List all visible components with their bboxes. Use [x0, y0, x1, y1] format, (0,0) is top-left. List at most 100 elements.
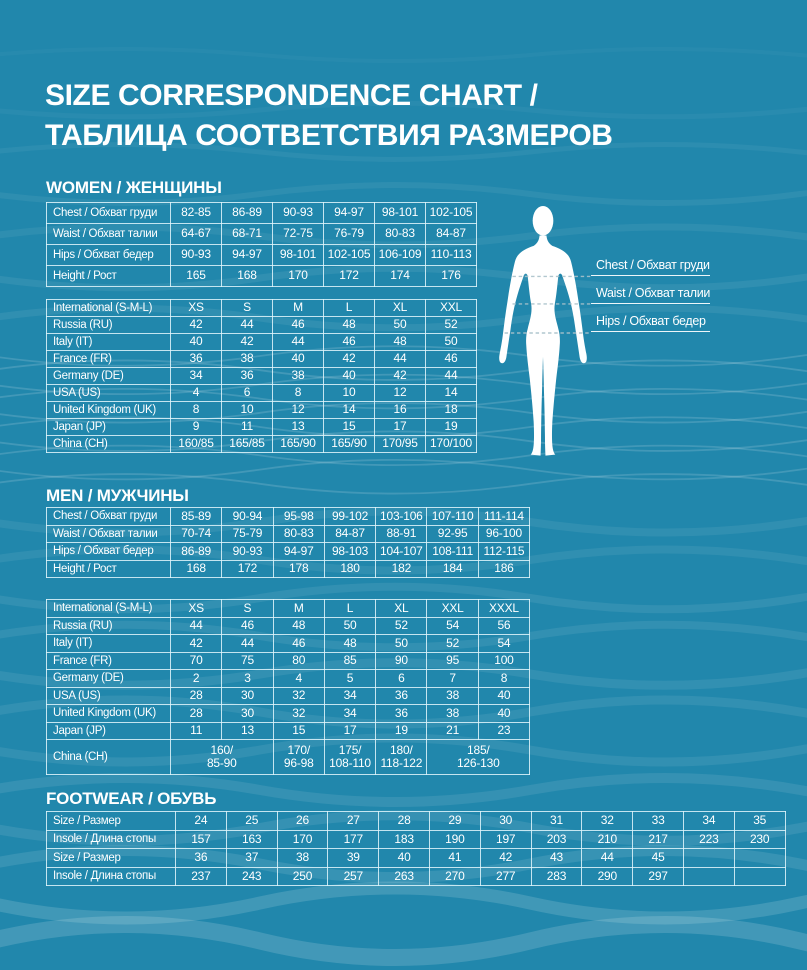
table-row: United Kingdom (UK) 28 30 32 34 36 38 40	[46, 704, 531, 723]
value-cell: XXXL	[477, 599, 531, 618]
value-cell: 34	[323, 686, 377, 705]
value-cell: 44	[169, 616, 223, 635]
value-cell: 96-100	[477, 524, 531, 543]
value-cell: 4	[272, 669, 325, 688]
value-cell: 27	[327, 811, 380, 831]
value-cell: 94-97	[323, 202, 375, 224]
value-cell: 183	[378, 829, 430, 849]
value-cell: 37	[225, 848, 278, 868]
value-cell: 16	[374, 401, 426, 419]
value-cell: 35	[733, 811, 786, 831]
value-cell: 48	[323, 316, 375, 334]
value-cell: 46	[221, 616, 274, 635]
value-cell: 176	[425, 265, 477, 287]
value-cell: 185/ 126-130	[426, 739, 531, 775]
value-cell: 14	[425, 384, 477, 402]
value-cell: 44	[221, 634, 274, 653]
row-label: Germany (DE)	[46, 669, 171, 688]
value-cell: 34	[323, 704, 377, 723]
value-cell: 7	[426, 669, 479, 688]
value-cell: 2	[169, 669, 223, 688]
value-cell: 38	[276, 848, 329, 868]
row-label: United Kingdom (UK)	[46, 704, 171, 723]
women-measurements-table: Chest / Обхват груди 82-85 86-89 90-93 94-97…	[46, 202, 477, 287]
row-label: Japan (JP)	[46, 418, 171, 436]
value-cell: 172	[221, 559, 274, 578]
footwear-table-grid: Size / Размер 24 25 26 27 28 29 30 31 32 33 34 35 Ins…	[46, 811, 786, 886]
value-cell: 170	[272, 265, 324, 287]
value-cell: 203	[530, 829, 583, 849]
value-cell: 21	[426, 721, 479, 740]
value-cell: 80-83	[272, 524, 325, 543]
value-cell: L	[323, 599, 377, 618]
table-row: Italy (IT) 40 42 44 46 48 50	[46, 333, 477, 351]
row-label: United Kingdom (UK)	[46, 401, 171, 419]
table-row: Russia (RU) 44 46 48 50 52 54 56	[46, 616, 531, 635]
value-cell: 75	[221, 651, 274, 670]
page-title-line1: SIZE CORRESPONDENCE CHART /	[45, 79, 538, 112]
row-label: USA (US)	[46, 686, 171, 705]
value-cell: 44	[425, 367, 477, 385]
value-cell: 84-87	[323, 524, 377, 543]
value-cell: 175/ 108-110	[323, 739, 377, 775]
value-cell: 297	[632, 866, 684, 886]
value-cell: 106-109	[374, 244, 426, 266]
value-cell: 54	[426, 616, 479, 635]
value-cell: 46	[425, 350, 477, 368]
value-cell: 52	[425, 316, 477, 334]
value-cell: 36	[375, 704, 428, 723]
value-cell: M	[272, 599, 325, 618]
women-measurements-table-grid: Chest / Обхват груди 82-85 86-89 90-93 94-97…	[46, 202, 477, 287]
value-cell: 40	[378, 848, 430, 868]
wave-line	[0, 458, 807, 481]
value-cell: 38	[272, 367, 324, 385]
table-row: China (CH) 160/85 165/85 165/90 165/90 170/95…	[46, 435, 477, 453]
value-cell: 177	[327, 829, 380, 849]
value-cell: 82-85	[170, 202, 222, 224]
women-sizes-table-grid: International (S-M-L) XS S M L XL XXL Russia (R…	[46, 299, 477, 453]
value-cell: 230	[733, 829, 786, 849]
value-cell: 30	[221, 704, 274, 723]
value-cell: 223	[682, 829, 735, 849]
value-cell: 44	[581, 848, 634, 868]
value-cell: 90	[375, 651, 428, 670]
value-cell: 90-94	[221, 507, 274, 526]
value-cell: 90-93	[221, 542, 274, 561]
row-label: Chest / Обхват груди	[46, 507, 171, 526]
men-sizes-table-grid: International (S-M-L) XS S M L XL XXL XXXL Russi…	[46, 599, 531, 775]
table-row: Germany (DE) 2 3 4 5 6 7 8	[46, 669, 531, 688]
table-row: Japan (JP) 9 11 13 15 17 19	[46, 418, 477, 436]
row-label: Japan (JP)	[46, 721, 171, 740]
value-cell: 34	[682, 811, 735, 831]
value-cell: 170	[276, 829, 329, 849]
value-cell: 6	[221, 384, 273, 402]
value-cell	[682, 848, 735, 868]
value-cell: 64-67	[170, 223, 222, 245]
footwear-section-heading: FOOTWEAR / ОБУВЬ	[46, 789, 217, 808]
value-cell: 28	[169, 686, 223, 705]
value-cell: 48	[374, 333, 426, 351]
value-cell: 40	[323, 367, 375, 385]
value-cell: 85	[323, 651, 377, 670]
value-cell: 5	[323, 669, 377, 688]
page-title: SIZE CORRESPONDENCE CHART / ТАБЛИЦА СООТ…	[45, 76, 613, 156]
value-cell: 80-83	[374, 223, 426, 245]
row-label: Waist / Обхват талии	[46, 223, 171, 245]
value-cell: 33	[632, 811, 684, 831]
value-cell: 30	[479, 811, 532, 831]
value-cell: 8	[272, 384, 324, 402]
value-cell: 54	[477, 634, 531, 653]
figure-head	[532, 205, 554, 236]
value-cell: 40	[272, 350, 324, 368]
value-cell: 44	[374, 350, 426, 368]
table-row: Hips / Обхват бедер 86-89 90-93 94-97 98-103…	[46, 542, 531, 561]
value-cell: 76-79	[323, 223, 375, 245]
value-cell: 95-98	[272, 507, 325, 526]
table-row: International (S-M-L) XS S M L XL XXL XXXL	[46, 599, 531, 618]
value-cell: 44	[221, 316, 273, 334]
value-cell: 165	[170, 265, 222, 287]
value-cell: 44	[272, 333, 324, 351]
row-label: Insole / Длина стопы	[46, 829, 176, 849]
value-cell: 277	[479, 866, 532, 886]
row-label: Height / Рост	[46, 559, 171, 578]
